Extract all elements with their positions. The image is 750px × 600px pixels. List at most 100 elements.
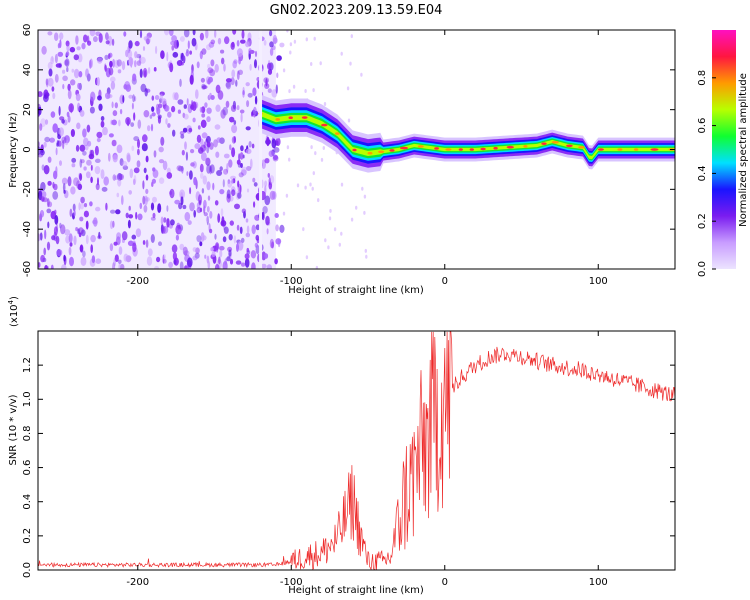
- noise-dot: [204, 254, 207, 259]
- noise-dot: [114, 102, 119, 109]
- noise-dot: [134, 60, 137, 68]
- noise-dot: [233, 120, 237, 125]
- noise-dot: [114, 59, 120, 68]
- noise-dot: [269, 190, 276, 200]
- noise-dot: [113, 175, 119, 180]
- noise-dot: [200, 172, 204, 179]
- noise-dot: [73, 177, 80, 187]
- noise-dot: [94, 166, 101, 175]
- noise-dot: [131, 234, 137, 240]
- ridge-peak: [400, 146, 408, 150]
- noise-dot: [268, 150, 274, 157]
- noise-dot: [178, 165, 184, 172]
- noise-dot: [216, 170, 223, 176]
- noise-dot: [204, 102, 208, 108]
- noise-dot: [44, 229, 47, 240]
- noise-background: [38, 30, 276, 269]
- noise-dot: [236, 48, 243, 57]
- snr-y-multiplier-exp: 4: [7, 299, 15, 304]
- noise-dot: [196, 61, 200, 69]
- noise-dot: [235, 260, 242, 265]
- noise-dot: [79, 144, 86, 152]
- noise-dot: [112, 262, 116, 269]
- noise-dot: [76, 122, 81, 130]
- noise-dot: [244, 258, 250, 268]
- noise-dot: [199, 163, 204, 173]
- noise-dot: [38, 91, 43, 98]
- noise-dot: [215, 151, 220, 158]
- noise-dot: [193, 176, 198, 186]
- noise-dot: [155, 45, 158, 55]
- noise-dot: [101, 186, 108, 192]
- noise-dot: [151, 95, 155, 101]
- faint-dot: [340, 231, 343, 236]
- noise-dot: [79, 173, 83, 181]
- x-tick-label: -200: [126, 577, 149, 588]
- noise-dot: [166, 205, 169, 212]
- noise-dot: [38, 233, 41, 242]
- noise-dot: [128, 214, 134, 219]
- ridge-peak: [551, 141, 559, 144]
- noise-dot: [69, 208, 73, 217]
- faint-dot: [302, 227, 305, 232]
- noise-dot: [59, 222, 62, 229]
- noise-dot: [279, 224, 285, 233]
- noise-dot: [89, 201, 93, 207]
- faint-dot: [349, 61, 352, 66]
- faint-dot: [360, 72, 363, 77]
- noise-dot: [146, 256, 153, 266]
- noise-dot: [269, 47, 274, 56]
- noise-dot: [224, 36, 230, 45]
- noise-dot: [128, 94, 133, 99]
- noise-dot: [98, 231, 101, 239]
- faint-dot: [322, 146, 325, 150]
- noise-dot: [161, 98, 167, 105]
- noise-dot: [147, 125, 151, 132]
- noise-dot: [196, 134, 202, 143]
- noise-dot: [133, 174, 137, 185]
- noise-dot: [118, 173, 125, 181]
- noise-dot: [73, 209, 76, 217]
- noise-dot: [105, 40, 110, 45]
- noise-dot: [111, 139, 117, 147]
- noise-dot: [179, 36, 185, 42]
- noise-dot: [167, 123, 171, 128]
- noise-dot: [47, 201, 53, 208]
- noise-dot: [113, 258, 116, 267]
- noise-dot: [219, 189, 225, 195]
- faint-dot: [305, 255, 309, 260]
- noise-dot: [134, 96, 137, 102]
- noise-dot: [134, 51, 138, 59]
- ridge-peak: [434, 147, 439, 150]
- noise-dot: [93, 36, 98, 43]
- faint-dot: [338, 242, 341, 247]
- noise-dot: [201, 85, 208, 90]
- y-tick-label: 0.0: [22, 562, 33, 578]
- noise-dot: [273, 154, 278, 160]
- noise-dot: [186, 171, 189, 176]
- noise-dot: [143, 204, 148, 213]
- noise-dot: [272, 191, 277, 200]
- noise-dot: [42, 197, 48, 203]
- noise-dot: [132, 94, 136, 103]
- faint-dot: [289, 42, 293, 47]
- noise-dot: [267, 173, 270, 178]
- noise-dot: [78, 202, 81, 211]
- y-tick-label: 1.2: [22, 357, 33, 373]
- noise-dot: [47, 77, 54, 87]
- noise-dot: [276, 55, 282, 61]
- noise-dot: [230, 77, 235, 86]
- spectrogram-x-label: Height of straight line (km): [288, 285, 424, 296]
- noise-dot: [163, 30, 170, 36]
- noise-dot: [172, 92, 176, 101]
- noise-dot: [192, 255, 198, 261]
- signal-ridge: [258, 94, 675, 173]
- noise-dot: [118, 259, 122, 264]
- y-tick-label: 0.2: [22, 528, 33, 544]
- noise-dot: [210, 59, 215, 67]
- noise-dot: [274, 258, 278, 265]
- noise-dot: [177, 99, 184, 105]
- noise-dot: [131, 145, 135, 152]
- ridge-peak: [650, 148, 659, 151]
